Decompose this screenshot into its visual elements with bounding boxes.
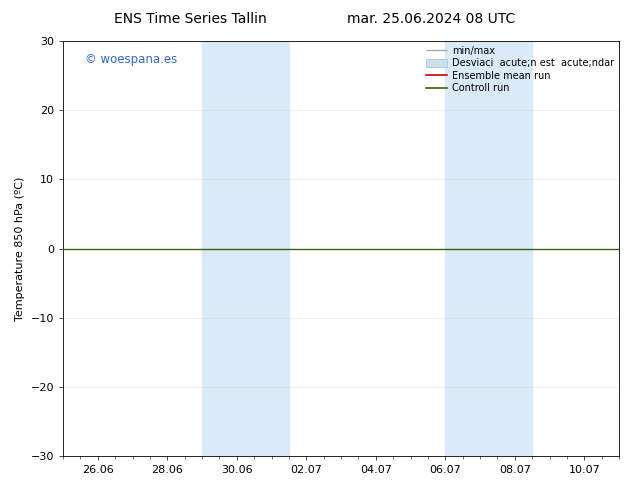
Bar [202,41,289,456]
Bar [445,41,532,456]
Legend: min/max, Desviaci  acute;n est  acute;ndar, Ensemble mean run, Controll run: min/max, Desviaci acute;n est acute;ndar… [424,44,616,95]
Text: © woespana.es: © woespana.es [86,53,178,67]
Text: ENS Time Series Tallin: ENS Time Series Tallin [114,12,266,26]
Text: mar. 25.06.2024 08 UTC: mar. 25.06.2024 08 UTC [347,12,515,26]
Y-axis label: Temperature 850 hPa (ºC): Temperature 850 hPa (ºC) [15,176,25,320]
